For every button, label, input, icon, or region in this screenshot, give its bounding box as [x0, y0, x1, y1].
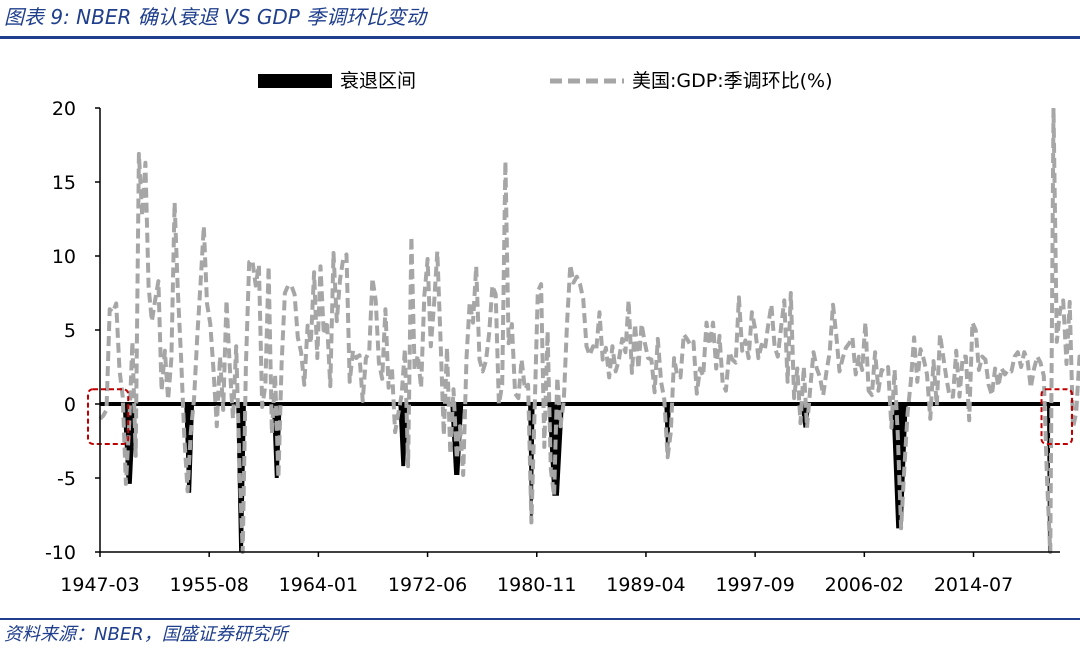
axes: -10 -5 0 5 10 15 20 1947-03 1955-08 1964-01 1972-0…: [45, 98, 1060, 596]
y-tick-label-5: 15: [52, 172, 76, 194]
x-tick-label-2: 1964-01: [279, 574, 358, 596]
x-tick-label-3: 1972-06: [388, 574, 467, 596]
top-rule: [0, 36, 1080, 39]
figure-title: 图表 9: NBER 确认衰退 VS GDP 季调环比变动: [4, 5, 427, 29]
x-tick-label-8: 2014-07: [934, 574, 1013, 596]
y-tick-label-4: 10: [52, 246, 76, 268]
x-tick-label-7: 2006-02: [825, 574, 904, 596]
gdp-series: [98, 106, 1080, 554]
gdp-recession-chart: 衰退区间 美国:GDP:季调环比(%) -10 -5 0 5 10 15 20 1947-03…: [45, 70, 1080, 596]
y-tick-label-0: -10: [45, 542, 76, 564]
y-tick-label-1: -5: [57, 468, 76, 490]
x-tick-label-1: 1955-08: [169, 574, 248, 596]
highlight-box-0: [87, 388, 130, 445]
x-tick-label-4: 1980-11: [497, 574, 576, 596]
y-tick-label-3: 5: [64, 320, 76, 342]
highlight-boxes: [87, 388, 1074, 445]
bottom-rule: [0, 618, 1080, 620]
gdp-line-0: [98, 106, 1080, 554]
x-tick-label-5: 1989-04: [606, 574, 685, 596]
highlight-box-1: [1040, 388, 1074, 445]
source-note: 资料来源：NBER，国盛证券研究所: [4, 624, 288, 645]
legend-gdp-label: 美国:GDP:季调环比(%): [632, 70, 833, 92]
y-tick-label-6: 20: [52, 98, 76, 120]
x-tick-label-0: 1947-03: [60, 574, 139, 596]
legend-recession-swatch: [258, 74, 332, 88]
chart-legend: 衰退区间 美国:GDP:季调环比(%): [258, 70, 833, 92]
x-tick-label-6: 1997-09: [715, 574, 794, 596]
y-tick-label-2: 0: [64, 394, 76, 416]
legend-recession-label: 衰退区间: [340, 70, 416, 92]
